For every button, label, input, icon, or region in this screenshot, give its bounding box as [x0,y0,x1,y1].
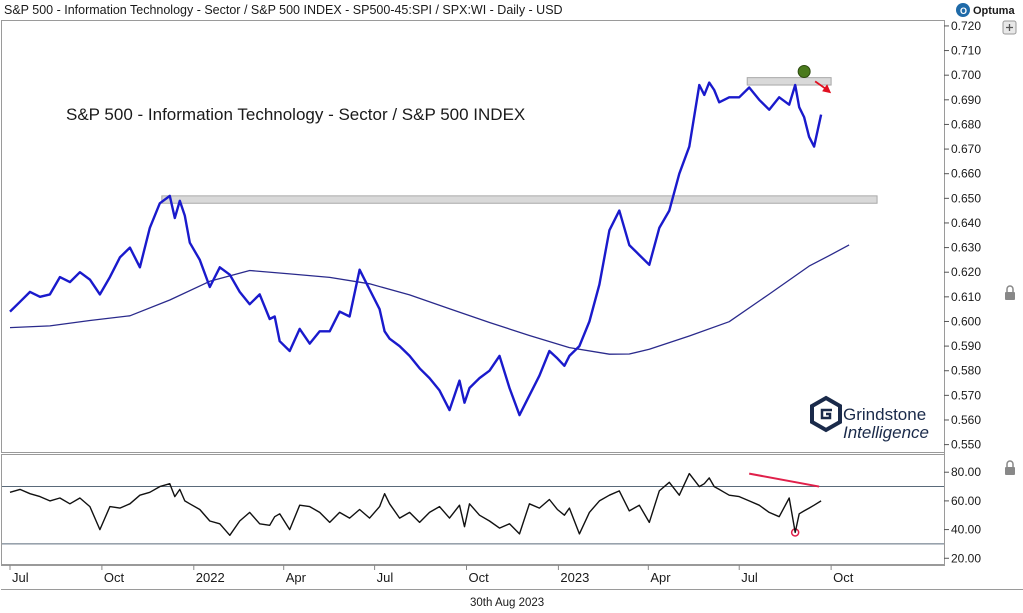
optuma-logo: O Optuma [956,3,1015,17]
price-tick-label: 0.690 [951,93,981,107]
time-tick-label: Jul [741,570,758,585]
watermark-line2: Intelligence [843,423,929,442]
price-ratio-line [9,81,823,417]
price-tick-label: 0.660 [951,167,981,181]
down-arrow-head [822,84,832,94]
price-tick-label: 0.680 [951,117,981,131]
optuma-logo-text: Optuma [973,5,1015,17]
grindstone-watermark: Grindstone Intelligence [810,395,929,442]
resistance-band-upper [746,77,832,86]
time-tick-label: Apr [650,570,671,585]
price-tick-label: 0.560 [951,413,981,427]
rsi-tick-label: 20.00 [951,551,981,565]
price-tick-label: 0.720 [951,19,981,33]
time-axis: Jul Oct 2022 Apr Jul Oct 2023 Apr Jul Oct [9,565,854,585]
rsi-axis: 80.00 60.00 40.00 20.00 [2,465,981,565]
time-tick-label: Oct [104,570,125,585]
time-tick-label: Jul [12,570,29,585]
time-tick-label: 2022 [196,570,225,585]
price-tick-label: 0.710 [951,44,981,58]
annotations [161,64,878,537]
rsi-lock-icon[interactable] [1005,460,1015,475]
optuma-logo-mark: O [960,6,967,16]
price-lock-icon[interactable] [1005,285,1015,300]
price-tick-label: 0.600 [951,314,981,328]
chart-header-title: S&P 500 - Information Technology - Secto… [4,3,563,17]
series-layer [9,81,850,536]
time-tick-label: Oct [833,570,854,585]
rsi-tick-label: 80.00 [951,465,981,479]
price-tick-label: 0.620 [951,265,981,279]
time-tick-label: Apr [286,570,307,585]
chart-title: S&P 500 - Information Technology - Secto… [66,105,525,124]
watermark-line1: Grindstone [843,405,926,424]
price-tick-label: 0.610 [951,290,981,304]
rsi-divergence-line [749,472,820,488]
rsi-line [9,472,822,536]
price-tick-label: 0.590 [951,339,981,353]
price-axis: 0.720 0.710 0.700 0.690 0.680 0.670 0.660 0.650… [944,19,981,452]
time-tick-label: 2023 [560,570,589,585]
optuma-logo-icon [956,3,970,17]
rsi-tick-label: 60.00 [951,494,981,508]
price-expand-icon[interactable] [1002,20,1017,35]
time-tick-label: Jul [377,570,394,585]
resistance-band-lower [161,195,878,204]
price-tick-label: 0.580 [951,364,981,378]
time-tick-label: Oct [469,570,490,585]
footer-date: 30th Aug 2023 [470,597,544,609]
grindstone-logo-icon [810,395,842,433]
price-tick-label: 0.640 [951,216,981,230]
price-tick-label: 0.550 [951,438,981,452]
price-tick-label: 0.700 [951,68,981,82]
price-tick-label: 0.670 [951,142,981,156]
rsi-tick-label: 40.00 [951,523,981,537]
price-tick-label: 0.630 [951,241,981,255]
price-tick-label: 0.650 [951,191,981,205]
peak-marker [797,64,811,78]
rsi-panel-frame [1,454,945,565]
moving-average-line [9,244,850,355]
price-tick-label: 0.570 [951,388,981,402]
